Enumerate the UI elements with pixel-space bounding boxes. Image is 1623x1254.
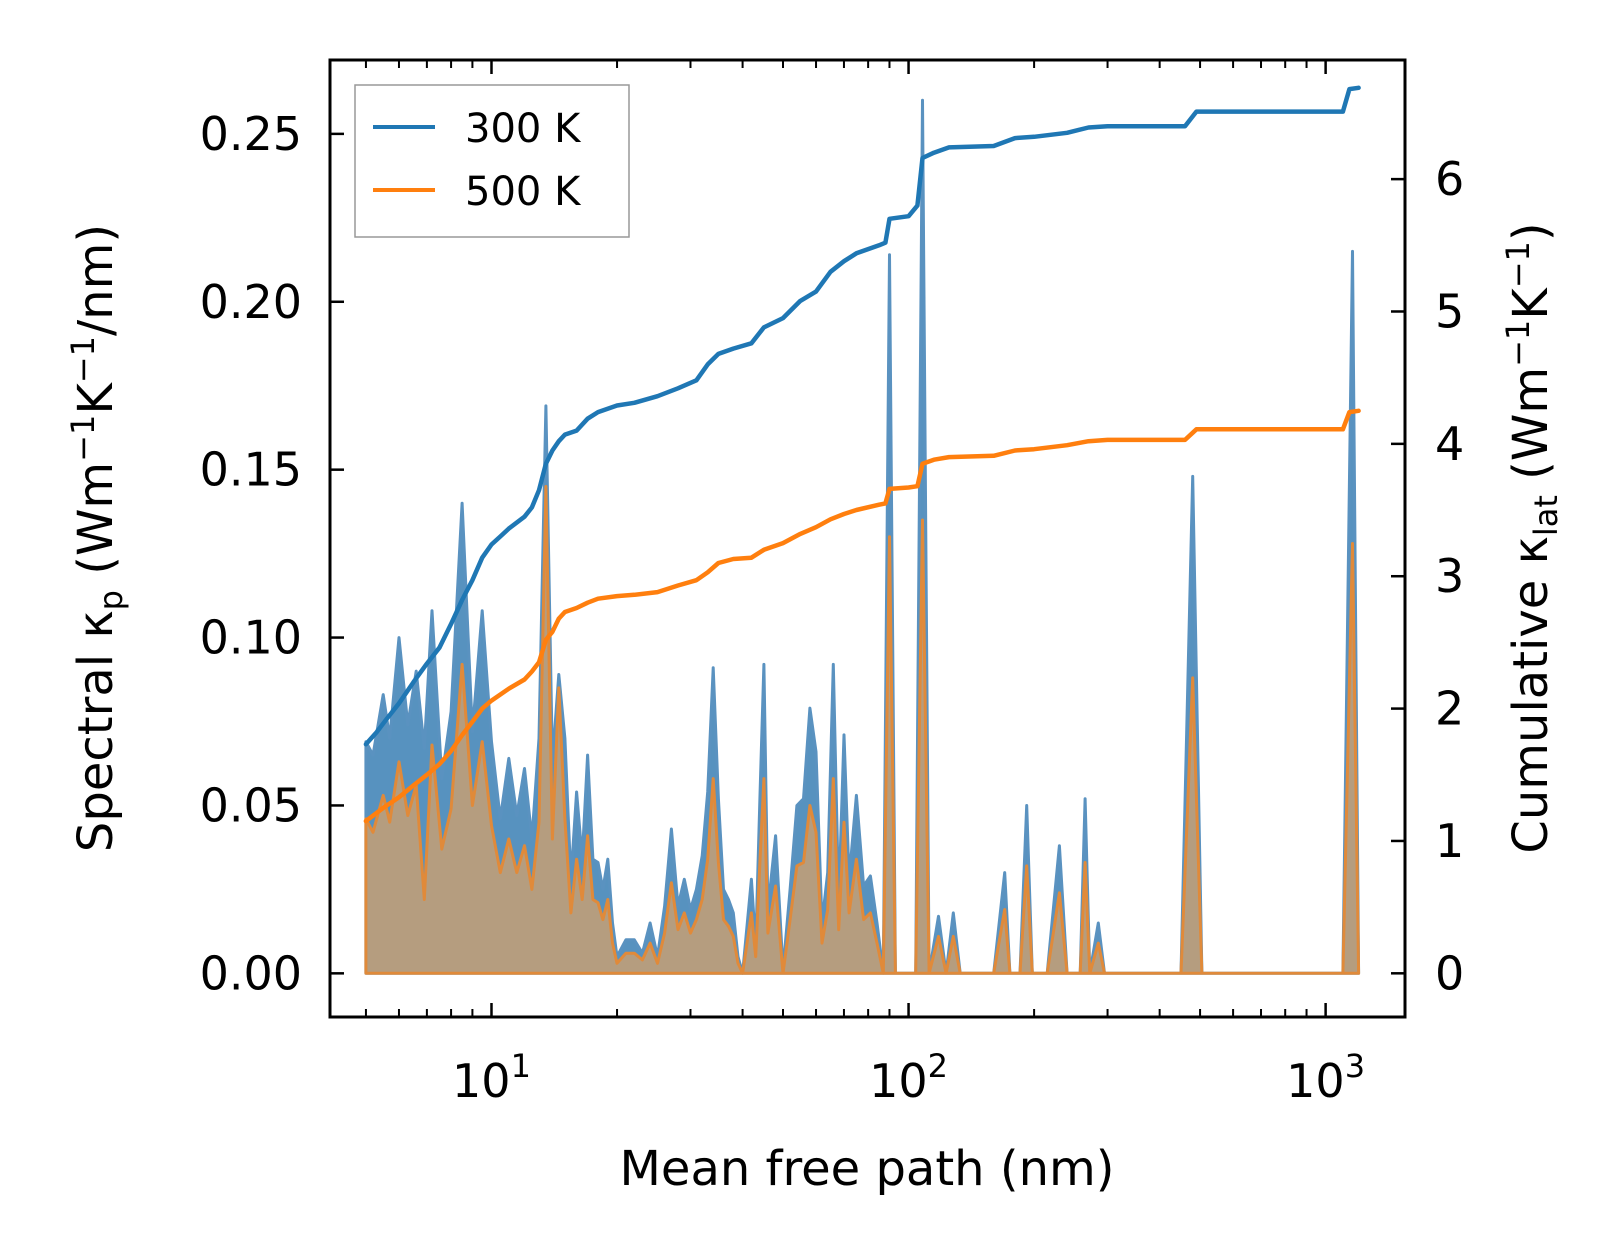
series-layer (363, 85, 1361, 975)
x-tick-label: 103 (1286, 1047, 1365, 1108)
y-right-tick-label: 5 (1435, 284, 1464, 338)
spectral-area-500k (364, 485, 1361, 975)
y-right-tick-label: 4 (1435, 417, 1464, 471)
y-right-axis-title: Cumulative κlat (Wm−1K−1) (1499, 222, 1565, 853)
x-tick-label: 101 (452, 1047, 531, 1108)
plot-frame (328, 58, 1407, 1019)
y-left-tick-label: 0.20 (200, 275, 302, 329)
y-right-tick-label: 2 (1435, 682, 1464, 736)
legend-label-500k: 500 K (465, 169, 582, 215)
y-left-axis-title: Spectral κp (Wm−1K−1/nm) (64, 224, 130, 852)
x-axis-title: Mean free path (nm) (620, 1141, 1115, 1197)
y-right-tick-label: 0 (1435, 946, 1464, 1000)
y-left-tick-label: 0.10 (200, 611, 302, 665)
y-right-tick-label: 3 (1435, 549, 1464, 603)
cumulative-line-500k (363, 408, 1361, 824)
y-left-tick-label: 0.00 (200, 946, 302, 1000)
legend-label-300k: 300 K (465, 106, 582, 152)
cumulative-line-300k (363, 85, 1361, 747)
y-right-tick-label: 1 (1435, 814, 1464, 868)
tick-layer: 0.00 0.05 0.10 0.15 0.20 0.25 0 1 2 3 4 5 6 101 102 103 (200, 60, 1464, 1108)
y-left-tick-label: 0.25 (200, 107, 302, 161)
x-tick-label: 102 (869, 1047, 948, 1108)
y-left-tick-label: 0.05 (200, 778, 302, 832)
legend: 300 K 500 K (354, 84, 630, 238)
legend-box (354, 84, 630, 238)
y-right-tick-label: 6 (1435, 152, 1464, 206)
y-left-tick-label: 0.15 (200, 443, 302, 497)
